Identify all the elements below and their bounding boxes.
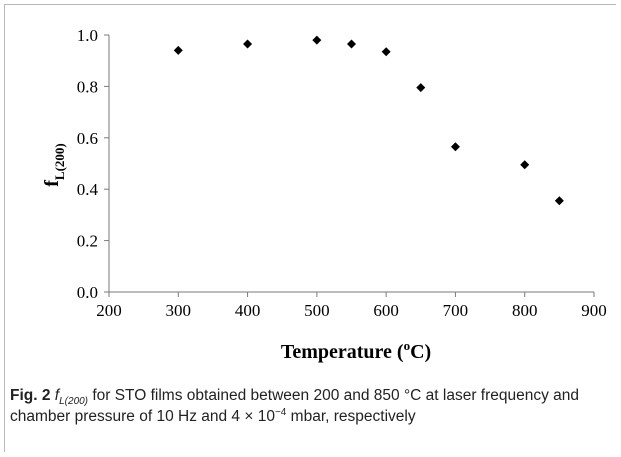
data-point-marker [381, 47, 391, 57]
caption-figure-label: Fig. 2 [10, 387, 51, 404]
y-tick-label: 0.6 [77, 129, 98, 148]
figure-frame [4, 4, 616, 452]
data-point-marker [450, 142, 460, 152]
data-point-marker [347, 39, 356, 49]
chart-axes [104, 34, 595, 297]
data-points [173, 35, 564, 206]
caption-text-part1: for STO films obtained between 200 and 8… [10, 387, 580, 425]
x-tick-label: 300 [166, 301, 192, 320]
caption-f-subscript: L(200) [59, 396, 89, 408]
y-axis-title: fL(200) [41, 143, 67, 187]
scatter-chart: 0.0 0.2 0.4 0.6 0.8 1.0 200 300 400 500 600 700 800 9… [41, 26, 607, 363]
tick-labels: 0.0 0.2 0.4 0.6 0.8 1.0 200 300 400 500 600 700 800 9… [77, 26, 607, 320]
data-point-marker [416, 83, 426, 93]
x-tick-label: 200 [96, 301, 122, 320]
x-axis-title: Temperature (oC) [281, 338, 431, 363]
caption-f-symbol: f [54, 387, 60, 404]
x-tick-label: 400 [235, 301, 261, 320]
x-tick-label: 800 [512, 301, 538, 320]
caption-exponent: −4 [274, 406, 287, 418]
caption-text-part2: mbar, respectively [286, 408, 416, 425]
data-point-marker [173, 45, 183, 55]
data-point-marker [243, 39, 253, 49]
y-tick-label: 0.2 [77, 232, 98, 251]
y-tick-label: 0.8 [77, 77, 98, 96]
data-point-marker [520, 160, 530, 170]
x-tick-label: 600 [373, 301, 399, 320]
data-point-marker [312, 35, 322, 45]
x-tick-label: 900 [581, 301, 607, 320]
x-tick-label: 500 [304, 301, 330, 320]
y-tick-label: 0.0 [77, 283, 98, 302]
y-tick-label: 0.4 [77, 180, 99, 199]
figure-caption: Fig. 2 fL(200) for STO films obtained be… [10, 385, 610, 427]
y-tick-label: 1.0 [77, 26, 98, 45]
data-point-marker [554, 196, 564, 206]
x-tick-label: 700 [443, 301, 469, 320]
